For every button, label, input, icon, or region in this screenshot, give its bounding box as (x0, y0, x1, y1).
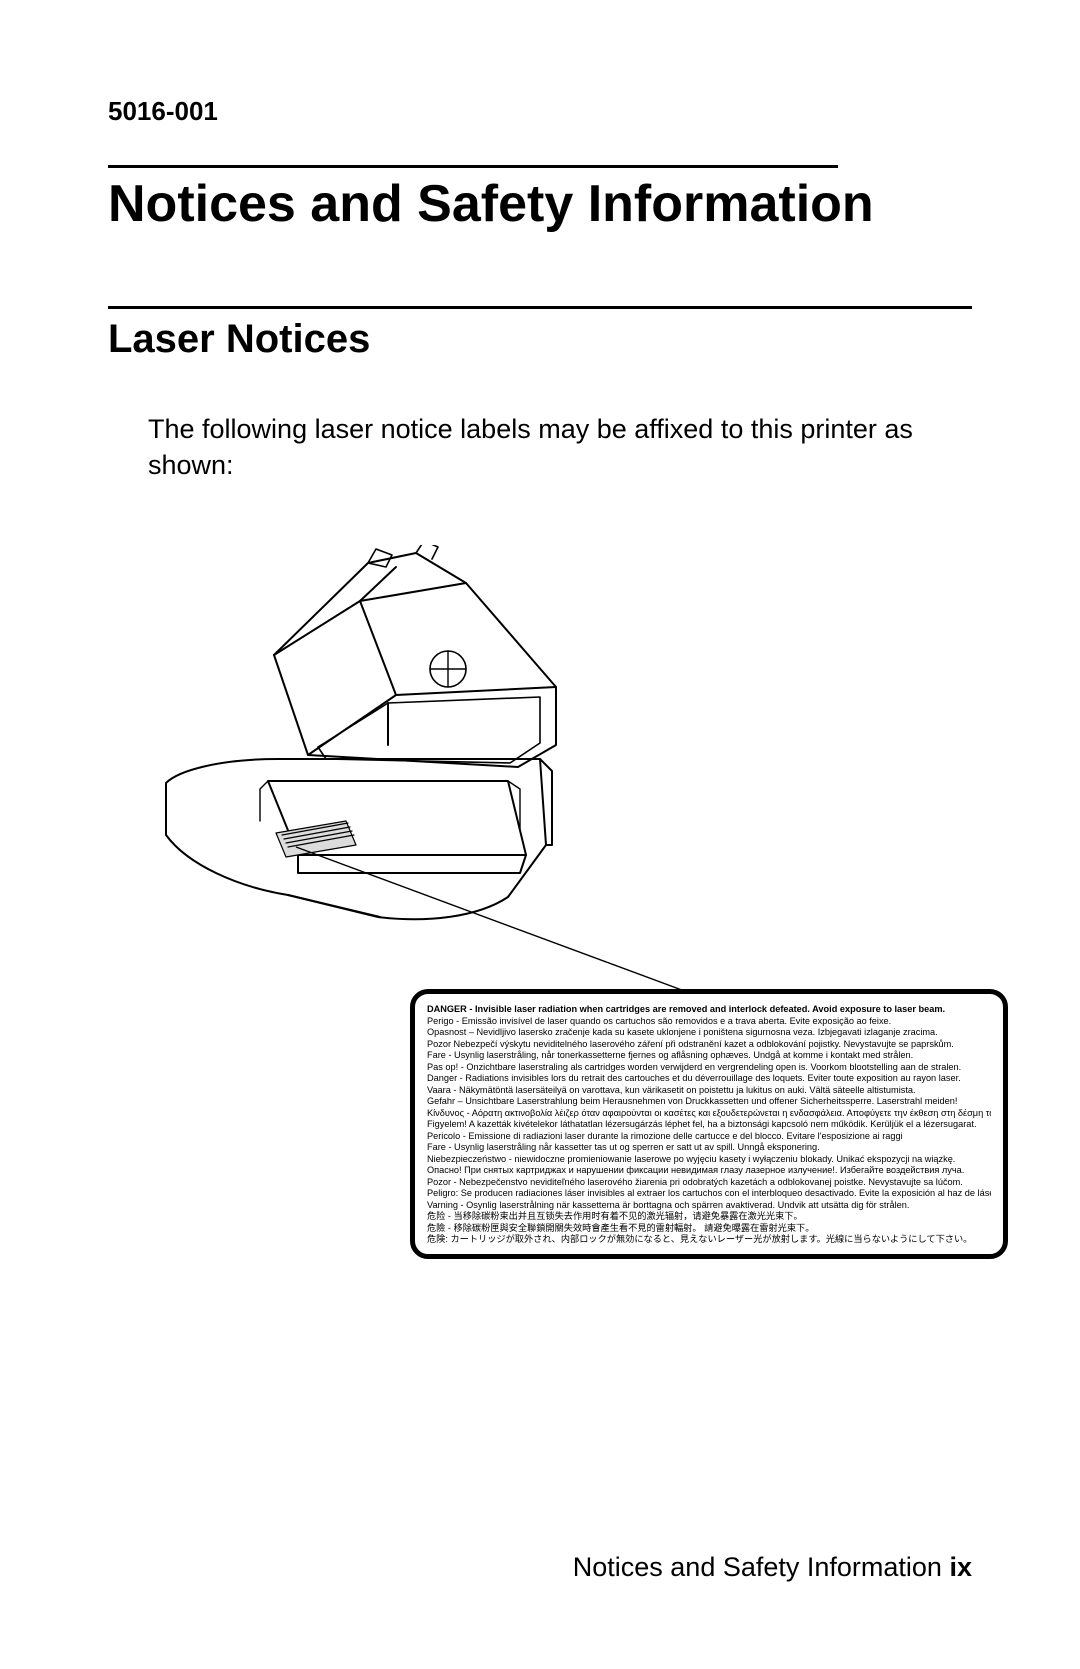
warning-line: Fare - Usynlig laserstråling når kassett… (427, 1142, 991, 1154)
warning-line: Fare - Usynlig laserstråling, når tonerk… (427, 1050, 991, 1062)
warning-line: Danger - Radiations invisibles lors du r… (427, 1073, 991, 1085)
figure-container: DANGER - Invisible laser radiation when … (148, 545, 1008, 1325)
warning-line: Peligro: Se producen radiaciones láser i… (427, 1188, 991, 1200)
warning-line: 危險 - 移除碳粉匣與安全聯鎖開關失效時會產生看不見的雷射輻射。 請避免曝露在雷… (427, 1223, 991, 1235)
page-number: ix (949, 1552, 972, 1582)
section-heading: Laser Notices (108, 317, 972, 362)
warning-label: DANGER - Invisible laser radiation when … (410, 989, 1008, 1259)
warning-line: Opasnost – Nevidljivo lasersko zračenje … (427, 1027, 991, 1039)
warning-line: Perigo - Emissão invisível de laser quan… (427, 1016, 991, 1028)
page-footer: Notices and Safety Information ix (573, 1552, 972, 1583)
section-rule (108, 306, 972, 309)
warning-line: Gefahr – Unsichtbare Laserstrahlung beim… (427, 1096, 991, 1108)
document-number: 5016-001 (108, 96, 972, 127)
warning-line: Figyelem! A kazetták kivételekor láthata… (427, 1119, 991, 1131)
warning-line: 危险 - 当移除碳粉束出并且互锁失去作用时有着不见的激光辐射，请避免暴露在激光光… (427, 1211, 991, 1223)
warning-line: Pozor - Nebezpečenstvo neviditeľného las… (427, 1177, 991, 1189)
warning-line: Pas op! - Onzichtbare laserstraling als … (427, 1062, 991, 1074)
warning-line: Vaara - Näkymätöntä lasersäteilyä on var… (427, 1085, 991, 1097)
footer-text: Notices and Safety Information (573, 1552, 942, 1582)
warning-line: Pericolo - Emissione di radiazioni laser… (427, 1131, 991, 1143)
warning-line: Pozor Nebezpečí výskytu neviditelného la… (427, 1039, 991, 1051)
warning-line: Varning - Osynlig laserstrålning när kas… (427, 1200, 991, 1212)
title-rule (108, 165, 838, 168)
warning-line: Κίνδυνος - Αόρατη ακτινοβολία λέιζερ ότα… (427, 1108, 991, 1120)
intro-paragraph: The following laser notice labels may be… (148, 412, 968, 483)
warning-line: DANGER - Invisible laser radiation when … (427, 1004, 991, 1016)
warning-line: Niebezpieczeństwo - niewidoczne promieni… (427, 1154, 991, 1166)
warning-line: 危険: カートリッジが取外され、内部ロックが無効になると、見えないレーザー光が放… (427, 1234, 991, 1246)
page-title: Notices and Safety Information (108, 174, 972, 234)
warning-line: Опасно! При снятых картриджах и нарушени… (427, 1165, 991, 1177)
page-container: 5016-001 Notices and Safety Information … (0, 0, 1080, 1669)
